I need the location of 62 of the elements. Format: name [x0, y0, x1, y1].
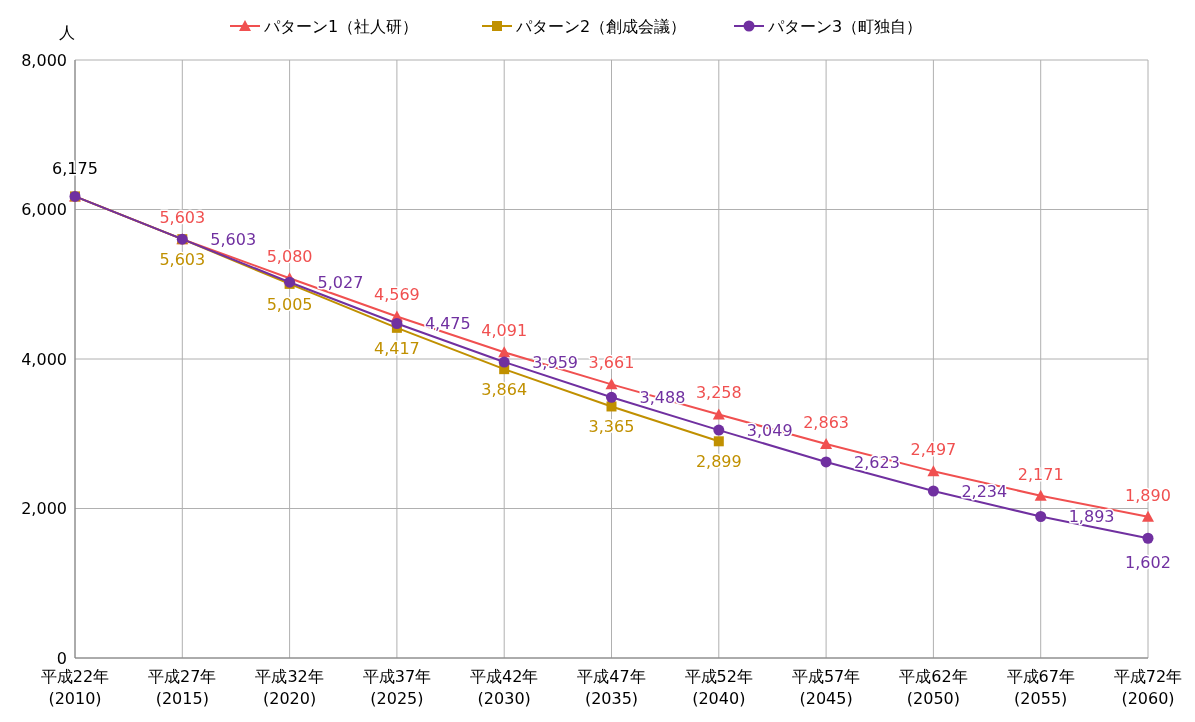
data-label: 5,603 — [159, 208, 206, 228]
data-label: 1,890 — [1125, 485, 1171, 505]
data-label: 4,417 — [373, 338, 420, 358]
legend-label: パターン2（創成会議） — [515, 16, 687, 36]
data-label: 5,603 — [210, 230, 257, 250]
data-label: 2,623 — [854, 452, 900, 472]
data-label: 2,899 — [695, 452, 742, 472]
point — [498, 346, 511, 358]
data-label: 3,258 — [695, 383, 742, 403]
y-axis-title: 人 — [59, 23, 75, 42]
data-label: 4,091 — [481, 321, 528, 341]
point — [606, 401, 617, 412]
data-label: 5,005 — [266, 294, 313, 314]
data-label: 1,602 — [1125, 553, 1171, 573]
data-label: 3,959 — [532, 353, 579, 373]
data-label: 4,569 — [373, 285, 420, 305]
x-tick-label: 平成27年 (2015) — [148, 667, 217, 708]
data-label: 3,864 — [481, 380, 528, 400]
x-tick-label: 平成37年 (2025) — [362, 667, 432, 708]
point — [713, 424, 725, 436]
data-label: 3,365 — [588, 417, 635, 437]
point — [606, 391, 617, 403]
point — [820, 456, 832, 468]
data-label: 1,893 — [1068, 507, 1115, 527]
x-tick-label: 平成22年 (2010) — [40, 667, 110, 708]
point — [1034, 489, 1047, 501]
data-label: 2,497 — [910, 440, 957, 460]
data-label: 2,234 — [961, 482, 1008, 502]
x-tick-label: 平成57年 (2045) — [791, 667, 861, 708]
point — [605, 378, 618, 390]
point — [712, 408, 725, 420]
data-label: 2,863 — [803, 412, 850, 432]
point — [713, 436, 724, 447]
x-tick-label: 平成32年 (2020) — [255, 667, 324, 708]
point — [927, 485, 939, 497]
point — [498, 356, 510, 368]
legend-label: パターン1（社人研） — [263, 16, 419, 36]
point — [820, 437, 833, 449]
point — [1035, 511, 1047, 522]
data-label: 2,171 — [1017, 464, 1064, 484]
x-tick-label: 平成62年 (2050) — [899, 667, 968, 708]
y-tick-label: 6,000 — [21, 200, 67, 220]
data-label: 5,603 — [159, 250, 206, 270]
x-tick-label: 平成67年 (2055) — [1006, 667, 1075, 708]
x-tick-label: 平成72年 (2060) — [1113, 667, 1183, 708]
data-label: 5,027 — [317, 273, 364, 293]
y-tick-label: 0 — [56, 648, 67, 668]
y-tick-label: 2,000 — [21, 499, 67, 519]
point — [927, 465, 940, 477]
point — [1142, 510, 1154, 522]
y-tick-label: 8,000 — [21, 50, 67, 70]
data-label: 3,661 — [588, 353, 635, 373]
point — [1142, 532, 1154, 544]
x-tick-label: 平成47年 (2035) — [577, 667, 646, 708]
legend-label: パターン3（町独自） — [767, 16, 923, 36]
x-tick-label: 平成42年 (2030) — [470, 667, 539, 708]
data-label: 4,475 — [424, 314, 471, 334]
point — [391, 317, 403, 329]
y-tick-label: 4,000 — [21, 349, 67, 369]
annotation: 6,175 — [52, 159, 98, 179]
data-label: 5,080 — [266, 247, 313, 267]
x-tick-label: 平成52年 (2040) — [684, 667, 753, 708]
